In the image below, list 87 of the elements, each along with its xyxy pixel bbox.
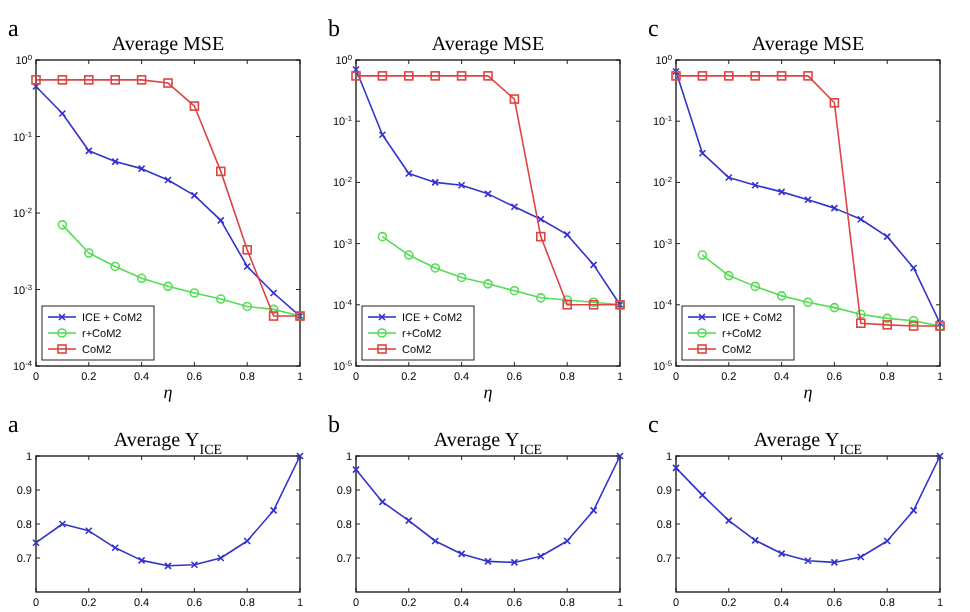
point [137, 556, 146, 565]
chart-title: Average Υ$_{ICE}$ [113, 430, 223, 458]
x-axis-title: η [483, 382, 494, 402]
x-axis-title: η [803, 382, 814, 402]
point [268, 304, 279, 315]
point [85, 147, 93, 155]
point [751, 181, 759, 189]
point [430, 263, 440, 273]
point [562, 295, 572, 305]
point [136, 273, 147, 284]
point [483, 279, 493, 289]
point [456, 71, 467, 81]
point [751, 536, 759, 545]
point [404, 250, 414, 260]
point [483, 71, 493, 81]
point [697, 250, 708, 260]
point [164, 176, 172, 184]
point [84, 248, 94, 258]
point [456, 272, 467, 283]
point [724, 270, 734, 281]
point [163, 281, 173, 292]
point [803, 297, 813, 308]
point [31, 75, 41, 85]
point [189, 288, 200, 298]
point [589, 506, 598, 515]
point [163, 78, 173, 88]
text: a [8, 410, 20, 438]
point [909, 506, 918, 515]
point [750, 281, 760, 292]
point [776, 71, 787, 81]
point [137, 164, 146, 173]
point [724, 71, 734, 81]
point [377, 71, 388, 81]
point [430, 71, 440, 81]
point [57, 75, 68, 85]
text: b [328, 410, 340, 438]
x-axis-title: η [163, 382, 174, 402]
point [908, 321, 919, 331]
chart-title: Average Υ$_{ICE}$ [753, 430, 863, 458]
point [777, 549, 786, 558]
point [110, 75, 120, 85]
point [85, 527, 93, 535]
point [830, 558, 839, 567]
point [216, 166, 226, 177]
point [268, 311, 279, 321]
point [536, 231, 546, 242]
point [537, 552, 545, 561]
point [829, 97, 840, 108]
chart-title: Average MSE [111, 34, 225, 56]
point [269, 506, 278, 515]
point [404, 71, 414, 81]
point [57, 220, 68, 230]
point [190, 191, 199, 200]
point [58, 109, 67, 118]
point [110, 261, 120, 272]
point [351, 71, 361, 81]
point [510, 558, 519, 567]
point [189, 101, 200, 111]
point [803, 71, 813, 81]
point [776, 291, 787, 301]
point [856, 318, 866, 329]
point [882, 320, 892, 330]
point [509, 94, 520, 104]
point [242, 245, 252, 255]
point [829, 302, 840, 313]
point [242, 301, 252, 312]
point [856, 309, 866, 320]
text: c [648, 14, 659, 42]
point [509, 285, 520, 296]
chart-title: Average MSE [431, 34, 545, 56]
point [697, 71, 708, 81]
point [216, 294, 226, 304]
point [111, 544, 119, 552]
point [750, 71, 760, 81]
text: b [328, 14, 340, 42]
point [857, 215, 865, 224]
text: c [648, 410, 659, 438]
chart-title: Average MSE [751, 34, 865, 56]
point [136, 75, 147, 85]
point [84, 75, 94, 85]
point [562, 300, 572, 310]
point [536, 293, 546, 303]
chart-title: Average Υ$_{ICE}$ [433, 430, 543, 458]
point [882, 313, 892, 324]
point [377, 231, 388, 242]
text: a [8, 14, 20, 42]
point [908, 315, 919, 326]
